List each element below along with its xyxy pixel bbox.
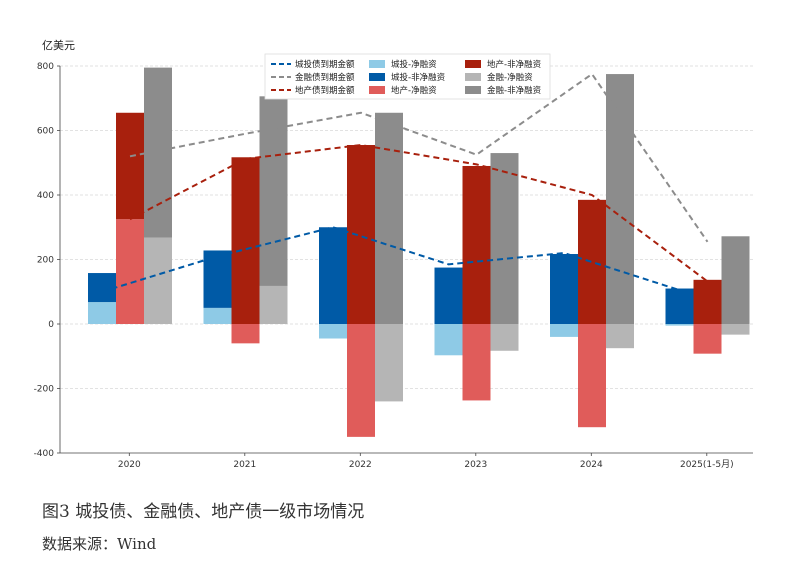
y-tick-label: 200 [37, 256, 54, 266]
legend-label: 城投-净融资 [391, 59, 437, 70]
bar-地产-net-2 [347, 324, 375, 437]
line-金融债到期金额 [129, 72, 709, 243]
bar-城投-nonnet-4 [550, 254, 578, 324]
legend-label: 城投-非净融资 [391, 72, 446, 83]
legend-label: 地产-净融资 [391, 85, 437, 96]
y-tick-label: -200 [34, 385, 55, 395]
bar-金融-nonnet-0 [144, 67, 172, 238]
bar-金融-nonnet-5 [721, 236, 750, 324]
legend-bar-swatch [465, 60, 481, 68]
y-tick-label: 600 [37, 127, 54, 137]
legend-label: 金融-净融资 [487, 72, 533, 83]
bar-地产-net-0 [116, 219, 144, 324]
bar-金融-net-4 [606, 324, 634, 349]
bar-地产-net-4 [578, 324, 606, 428]
bar-城投-nonnet-0 [88, 273, 116, 303]
bar-金融-nonnet-4 [606, 74, 634, 324]
y-axis-unit-label: 亿美元 [42, 39, 75, 52]
legend-bar-swatch [369, 73, 385, 81]
legend-bar-swatch [465, 86, 481, 94]
legend-bar-swatch [369, 86, 385, 94]
bar-金融-nonnet-2 [375, 112, 403, 324]
y-tick-label: 400 [37, 191, 54, 201]
figure-caption: 图3 城投债、金融债、地产债一级市场情况 [42, 502, 365, 522]
line-地产债到期金额 [129, 144, 709, 283]
bar-城投-net-1 [203, 307, 232, 324]
legend-box [264, 53, 551, 100]
bond-primary-market-chart: -400 -200 0 200 400 600 800 2020 2021 2022 2023 202… [34, 39, 753, 470]
legend-label: 地产债到期金额 [295, 85, 355, 96]
bar-城投-nonnet-5 [665, 288, 694, 324]
bar-金融-net-5 [721, 324, 750, 335]
legend-bar-swatch [465, 73, 481, 81]
maturity-lines [101, 72, 709, 293]
bar-城投-net-0 [88, 302, 116, 324]
bar-地产-nonnet-4 [578, 199, 606, 324]
bar-金融-net-3 [490, 324, 519, 351]
bar-城投-net-4 [550, 324, 578, 337]
bar-城投-net-5 [665, 324, 694, 326]
legend-label: 城投债到期金额 [295, 59, 355, 70]
legend-label: 地产-非净融资 [487, 59, 542, 70]
bar-金融-net-1 [259, 285, 288, 324]
bar-地产-nonnet-2 [347, 145, 375, 324]
x-tick-label: 2023 [464, 460, 487, 470]
x-tick-label: 2020 [118, 460, 141, 470]
y-tick-label: -400 [34, 449, 55, 459]
bar-城投-nonnet-2 [319, 227, 347, 324]
bar-城投-nonnet-3 [434, 267, 463, 324]
bar-金融-nonnet-1 [259, 96, 288, 286]
x-tick-label: 2024 [580, 460, 603, 470]
bar-城投-net-2 [319, 324, 347, 339]
x-tick-label: 2022 [349, 460, 372, 470]
x-tick-label: 2021 [233, 460, 256, 470]
y-tick-label: 800 [37, 62, 54, 72]
bar-城投-net-3 [434, 324, 463, 356]
legend-label: 金融债到期金额 [295, 72, 355, 83]
bar-金融-net-2 [375, 324, 403, 402]
bar-金融-nonnet-3 [490, 153, 519, 324]
bar-地产-nonnet-5 [693, 279, 722, 324]
bar-金融-net-0 [144, 237, 172, 324]
bar-地产-net-3 [462, 324, 491, 401]
y-tick-label: 0 [48, 320, 54, 330]
bar-地产-net-5 [693, 324, 722, 354]
axes: -400 -200 0 200 400 600 800 2020 2021 2022 2023 202… [34, 62, 753, 470]
bar-地产-nonnet-3 [462, 165, 491, 324]
line-城投债到期金额 [101, 226, 680, 293]
legend-bar-swatch [369, 60, 385, 68]
bar-地产-nonnet-0 [116, 112, 144, 220]
legend-label: 金融-非净融资 [487, 85, 542, 96]
data-source: 数据来源：Wind [42, 535, 157, 553]
bars [88, 67, 750, 437]
bar-地产-net-1 [231, 324, 260, 344]
x-tick-label: 2025(1-5月) [680, 459, 734, 470]
bar-地产-nonnet-1 [231, 157, 260, 324]
